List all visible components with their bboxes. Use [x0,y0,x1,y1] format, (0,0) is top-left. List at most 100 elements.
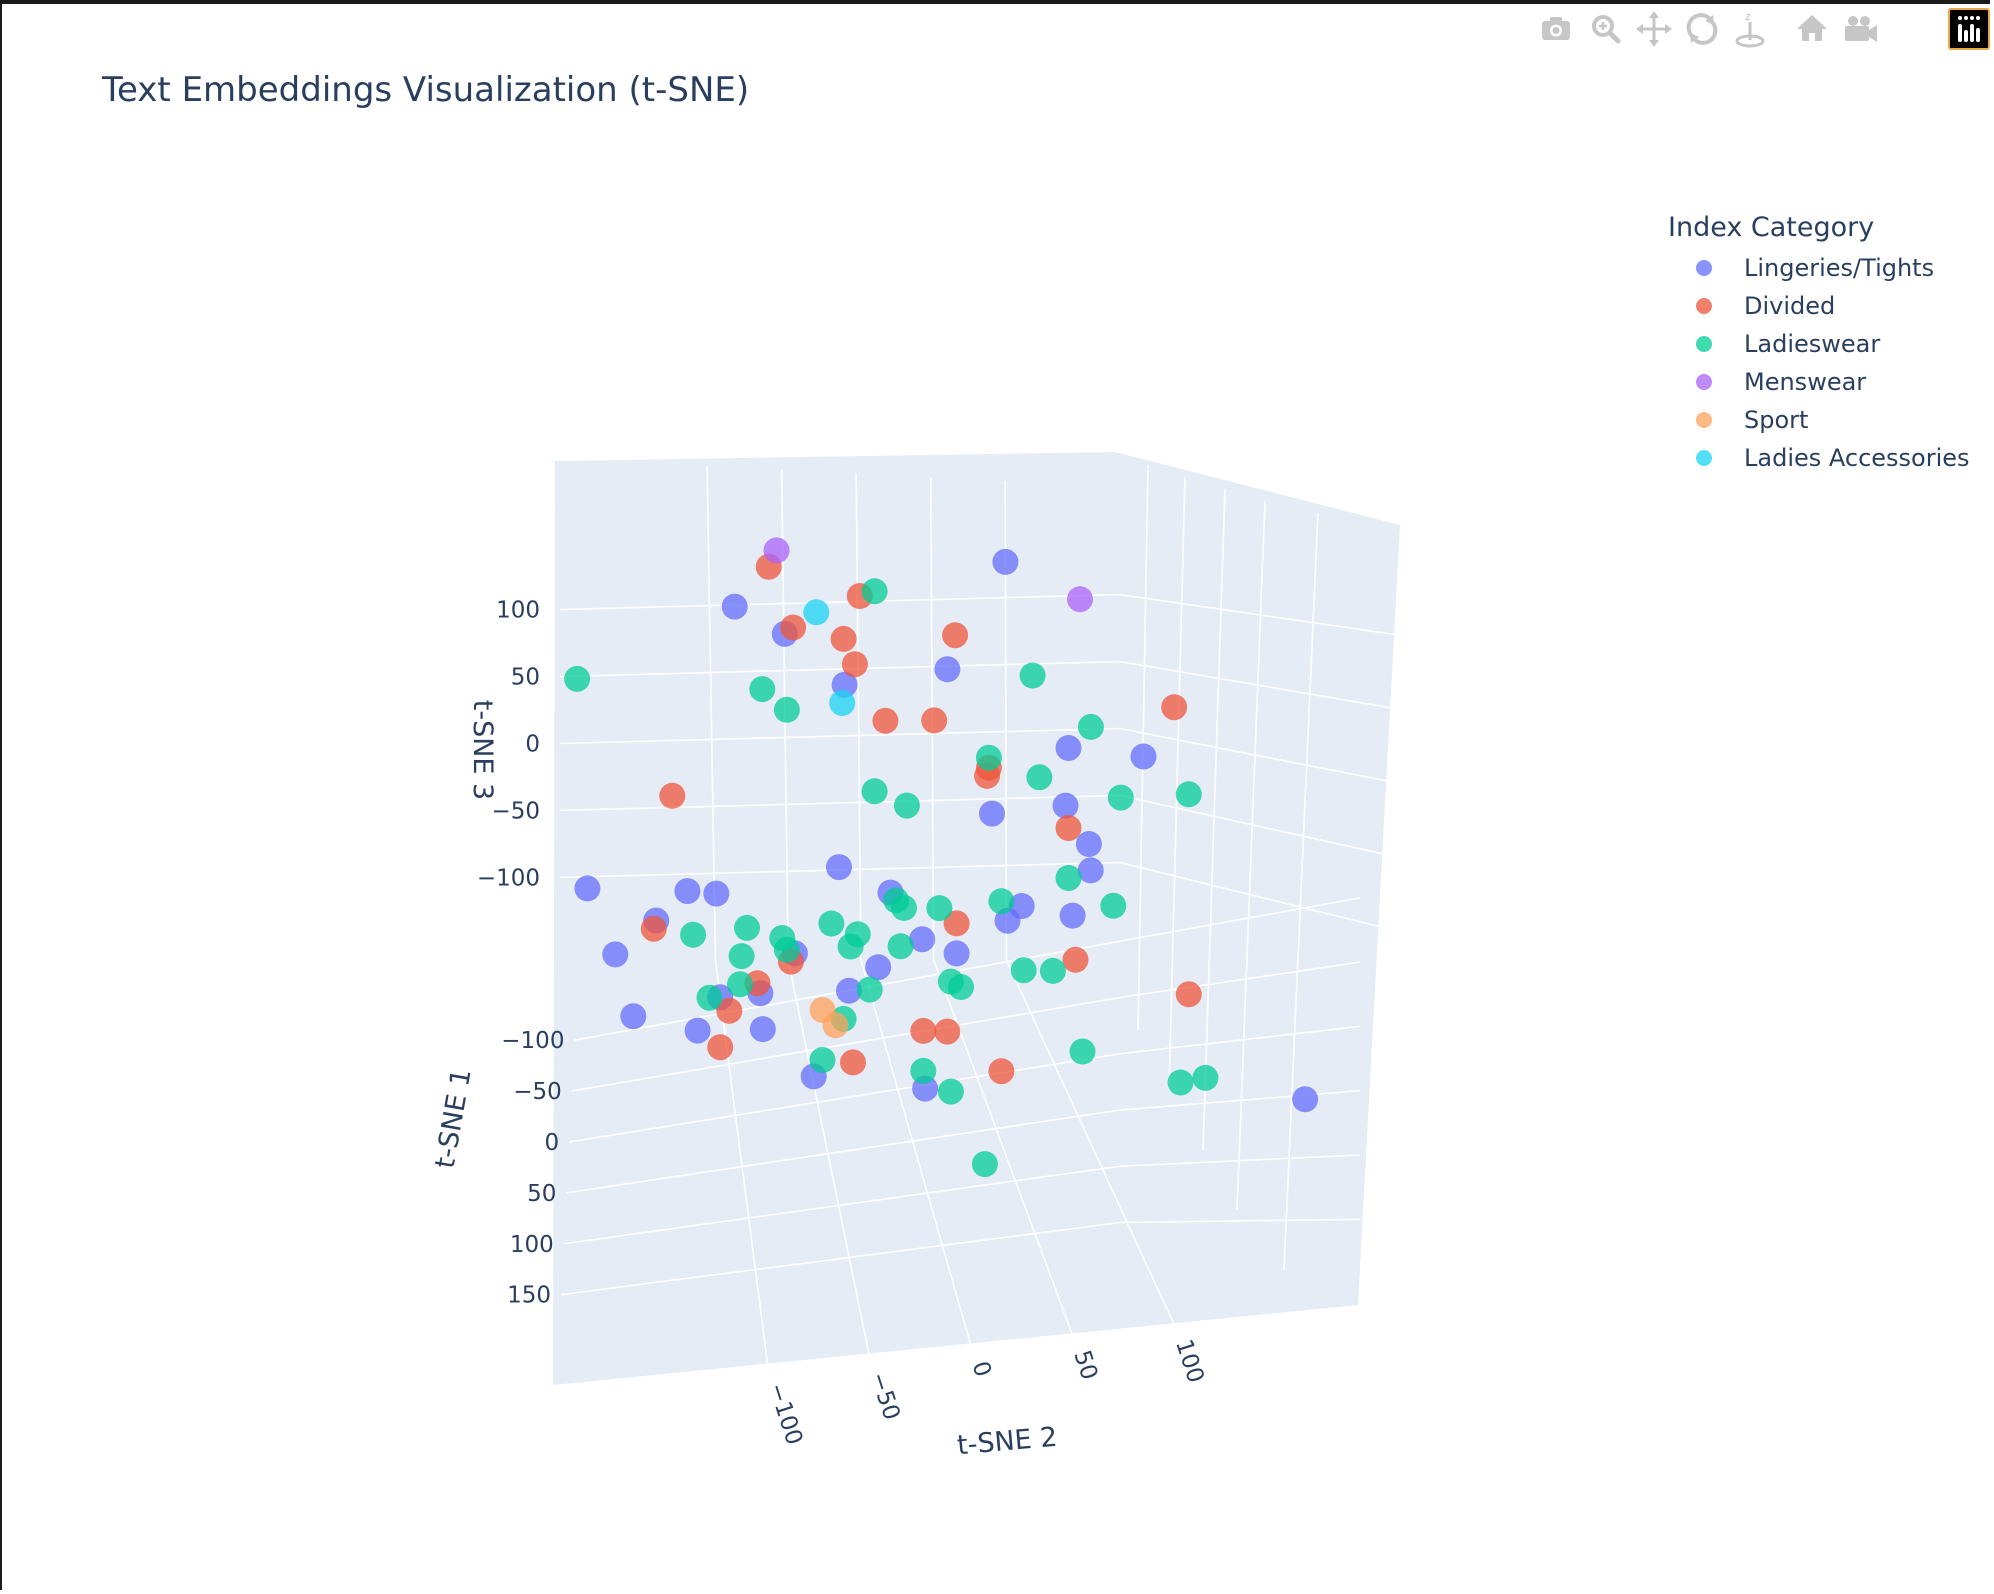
point-lingeries-tights[interactable] [1059,902,1086,929]
point-lingeries-tights[interactable] [1075,831,1102,857]
point-lingeries-tights[interactable] [1130,743,1157,770]
point-divided[interactable] [840,1049,866,1076]
point-ladieswear[interactable] [1077,713,1104,740]
point-menswear[interactable] [763,537,790,564]
point-lingeries-tights[interactable] [1055,735,1082,761]
point-ladieswear[interactable] [749,676,776,703]
point-divided[interactable] [1175,981,1202,1008]
point-lingeries-tights[interactable] [943,940,970,967]
point-divided[interactable] [942,622,969,649]
point-ladieswear[interactable] [948,974,974,1000]
point-lingeries-tights[interactable] [979,800,1005,827]
point-divided[interactable] [716,997,743,1024]
point-sport[interactable] [822,1012,849,1039]
point-divided[interactable] [640,915,667,942]
point-ladieswear[interactable] [1100,892,1127,919]
plotly-logo-icon[interactable] [1948,8,1990,50]
point-ladieswear[interactable] [988,888,1015,915]
point-lingeries-tights[interactable] [992,548,1019,575]
point-ladieswear[interactable] [1010,957,1037,984]
point-lingeries-tights[interactable] [1077,857,1104,884]
camera-icon[interactable] [1534,6,1578,52]
point-lingeries-tights[interactable] [749,1016,776,1043]
point-ladieswear[interactable] [818,910,845,937]
point-divided[interactable] [943,910,970,937]
point-lingeries-tights[interactable] [721,593,748,620]
point-ladieswear[interactable] [1055,865,1082,891]
point-ladieswear[interactable] [926,895,953,922]
point-lingeries-tights[interactable] [934,656,961,683]
point-lingeries-tights[interactable] [826,854,852,881]
point-ladieswear[interactable] [971,1151,998,1178]
point-ladieswear[interactable] [861,778,888,805]
point-ladieswear[interactable] [891,894,917,921]
legend-item-sport[interactable]: Sport [1668,401,1874,439]
legend-item-lingeries-tights[interactable]: Lingeries/Tights [1668,249,1934,287]
point-ladieswear[interactable] [727,971,753,998]
point-ladieswear[interactable] [680,921,707,948]
legend-item-ladies-accessories[interactable]: Ladies Accessories [1668,439,1970,477]
pan-icon[interactable] [1632,6,1676,52]
point-divided[interactable] [1062,946,1089,973]
legend-item-menswear[interactable]: Menswear [1668,363,1874,401]
point-ladieswear[interactable] [728,943,755,970]
point-ladieswear[interactable] [773,696,800,723]
point-divided[interactable] [872,707,899,734]
point-ladieswear[interactable] [1167,1069,1194,1096]
point-divided[interactable] [659,782,686,809]
point-ladieswear[interactable] [734,914,760,941]
zoom-icon[interactable] [1584,6,1628,52]
turntable-rotation-icon[interactable]: z [1728,6,1772,52]
point-ladieswear[interactable] [773,936,800,963]
point-ladieswear[interactable] [809,1047,836,1073]
point-ladieswear[interactable] [937,1078,964,1105]
point-lingeries-tights[interactable] [674,878,701,905]
point-lingeries-tights[interactable] [865,954,892,981]
point-ladieswear[interactable] [1107,784,1134,811]
point-ladieswear[interactable] [1192,1064,1219,1091]
point-ladieswear[interactable] [1069,1038,1096,1065]
camera-view-icon[interactable] [1838,6,1882,52]
point-ladieswear[interactable] [1019,662,1046,689]
point-ladieswear[interactable] [861,578,888,605]
point-lingeries-tights[interactable] [684,1017,711,1044]
point-lingeries-tights[interactable] [1052,792,1079,819]
point-lingeries-tights[interactable] [994,907,1021,934]
point-ladieswear[interactable] [887,933,914,960]
point-lingeries-tights[interactable] [909,926,936,953]
point-divided[interactable] [707,1034,734,1061]
point-lingeries-tights[interactable] [620,1003,647,1030]
point-divided[interactable] [841,651,868,678]
point-ladieswear[interactable] [696,984,723,1011]
point-divided[interactable] [988,1058,1015,1085]
point-divided[interactable] [921,707,948,734]
point-ladieswear[interactable] [1039,957,1066,984]
legend-item-divided[interactable]: Divided [1668,287,1874,325]
point-lingeries-tights[interactable] [703,880,730,907]
home-icon[interactable] [1790,6,1834,52]
point-ladieswear[interactable] [893,792,920,819]
point-ladies-accessories[interactable] [829,690,856,716]
point-lingeries-tights[interactable] [602,941,629,968]
point-ladieswear[interactable] [1026,764,1053,791]
point-ladieswear[interactable] [564,665,591,692]
point-ladieswear[interactable] [910,1057,937,1084]
legend-item-ladieswear[interactable]: Ladieswear [1668,325,1880,363]
point-divided[interactable] [1055,815,1082,841]
point-ladieswear[interactable] [844,921,871,948]
point-lingeries-tights[interactable] [1292,1086,1319,1113]
point-divided[interactable] [910,1017,937,1044]
point-divided[interactable] [1161,694,1188,721]
point-lingeries-tights[interactable] [574,875,601,902]
point-ladieswear[interactable] [975,744,1002,771]
point-ladieswear[interactable] [856,976,883,1003]
point-divided[interactable] [780,614,807,641]
point-lingeries-tights[interactable] [836,977,862,1004]
orbit-rotation-icon[interactable] [1680,6,1724,52]
point-ladies-accessories[interactable] [803,599,830,626]
point-divided[interactable] [934,1018,961,1045]
point-ladieswear[interactable] [1175,781,1202,808]
point-menswear[interactable] [1067,586,1093,613]
point-divided[interactable] [830,625,857,652]
